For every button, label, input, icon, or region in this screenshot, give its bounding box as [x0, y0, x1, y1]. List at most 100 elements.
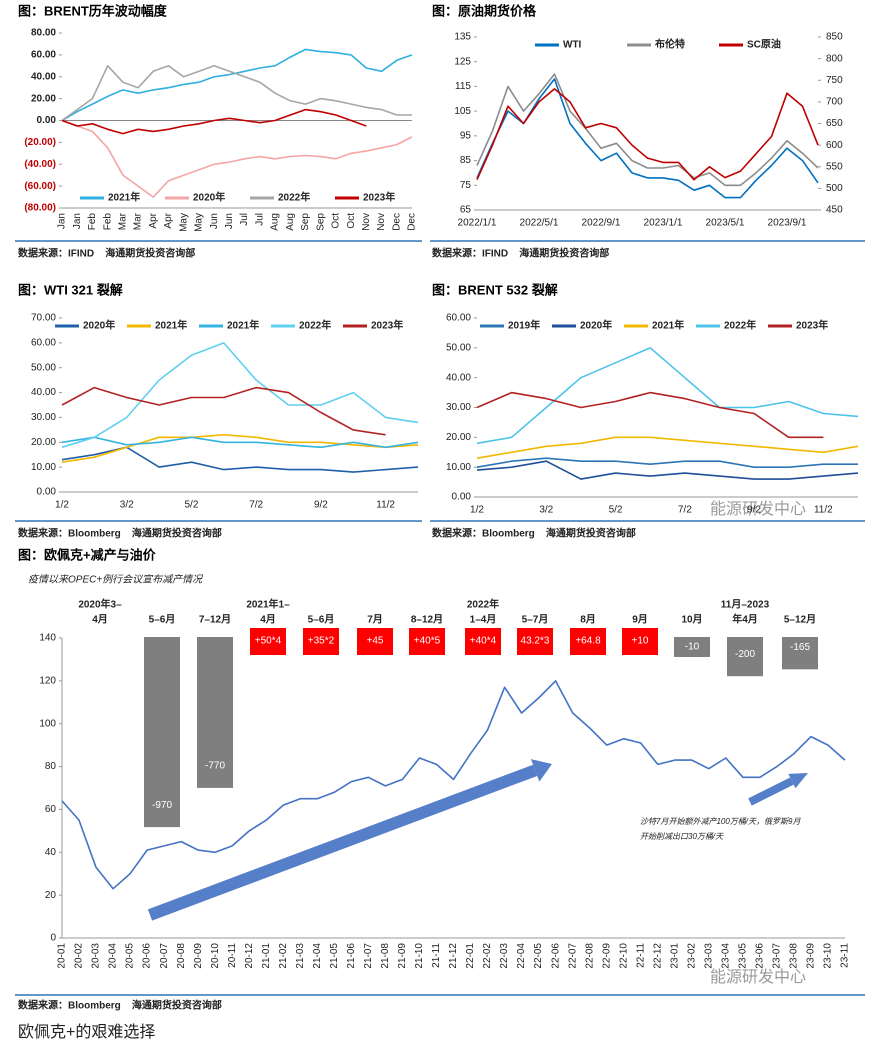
trend-arrow-head: [530, 759, 552, 782]
x-tick-label: 2022/1/1: [458, 218, 497, 229]
cut-label: +45: [367, 636, 384, 647]
cut-label: +50*4: [255, 636, 282, 647]
x-tick-label: Dec: [391, 213, 402, 231]
cut-period: 5–7月: [522, 614, 549, 626]
x-tick-label: 9/2: [314, 500, 328, 511]
x-tick-label: 23-10: [823, 943, 834, 969]
y-tick-label: 40.00: [31, 387, 56, 398]
x-tick-label: Aug: [270, 213, 281, 231]
data-line: [476, 391, 824, 439]
cut-period: 11月–2023: [721, 599, 770, 611]
cut-box: [250, 628, 286, 655]
legend-label: 2022年: [724, 319, 756, 332]
y-tick-label: 60.00: [446, 313, 471, 324]
data-line: [61, 434, 419, 463]
y-tick-label: 20: [45, 890, 57, 901]
x-tick-label: 11/2: [814, 505, 833, 516]
cut-bar: [144, 637, 180, 828]
x-tick-label: 21-06: [346, 943, 357, 969]
data-line: [61, 342, 419, 449]
data-line: [476, 460, 859, 480]
y-tick-label: 50.00: [31, 362, 56, 373]
y-tick-label: 30.00: [31, 412, 56, 423]
cut-label: +35*2: [308, 636, 335, 647]
x-tick-label: 22-09: [601, 943, 612, 969]
x-tick-label: 20-08: [176, 943, 187, 969]
y-tick-label: 60.00: [31, 50, 56, 61]
x-tick-label: 22-01: [465, 943, 476, 969]
x-tick-label: 22-05: [533, 943, 544, 969]
chart-title: 图：欧佩克+减产与油价: [18, 547, 157, 562]
y-tick-label: 125: [454, 56, 471, 67]
x-tick-label: 20-11: [227, 943, 238, 968]
y-tick-label: 140: [39, 633, 56, 644]
data-line: [476, 78, 819, 199]
legend-label: 2021年: [155, 319, 187, 332]
x-tick-label: 21-10: [414, 943, 425, 969]
data-line: [61, 386, 386, 436]
y2-tick-label: 750: [826, 75, 843, 86]
y-tick-label: (60.00): [24, 181, 56, 192]
y-tick-label: (40.00): [24, 159, 56, 170]
y-tick-label: 80.00: [31, 28, 56, 39]
x-tick-label: 21-12: [448, 943, 459, 969]
x-tick-label: 7/2: [678, 505, 692, 516]
y2-tick-label: 550: [826, 161, 843, 172]
trend-arrow: [748, 777, 794, 806]
y2-tick-label: 500: [826, 183, 843, 194]
x-tick-label: 22-10: [618, 943, 629, 969]
cut-period: 5–6月: [149, 614, 176, 626]
x-tick-label: Nov: [361, 213, 372, 231]
cut-period: 5–6月: [308, 614, 335, 626]
legend-label: 2020年: [83, 319, 115, 332]
cut-bar: [727, 637, 763, 677]
y-tick-label: 0: [50, 933, 56, 944]
y2-tick-label: 600: [826, 140, 843, 151]
y-tick-label: 0.00: [37, 487, 57, 498]
x-tick-label: Feb: [87, 213, 98, 231]
x-tick-label: 5/2: [609, 505, 623, 516]
x-tick-label: Sep: [315, 213, 326, 231]
y-tick-label: 40: [45, 847, 57, 858]
x-tick-label: Jan: [57, 213, 68, 229]
cut-period: 4月: [260, 614, 276, 626]
x-tick-label: 2022/9/1: [582, 218, 621, 229]
cut-label: +40*5: [414, 636, 441, 647]
y-tick-label: 10.00: [446, 462, 471, 473]
x-tick-label: 22-04: [516, 943, 527, 969]
x-tick-label: 1/2: [470, 505, 484, 516]
cut-label: +10: [632, 636, 649, 647]
chart-title: 图：BRENT历年波动幅度: [18, 3, 168, 18]
trend-arrow-head: [788, 773, 808, 789]
y-tick-label: (20.00): [24, 137, 56, 148]
x-tick-label: 21-04: [312, 943, 323, 969]
data-line: [476, 73, 819, 187]
y-tick-label: 80: [45, 761, 57, 772]
y-tick-label: 65: [460, 205, 472, 216]
x-tick-label: 2023/5/1: [706, 218, 745, 229]
watermark: 能源研发中心: [710, 968, 806, 986]
legend-label: 2021年: [652, 319, 684, 332]
x-tick-label: 22-02: [482, 943, 493, 969]
y-tick-label: 135: [454, 32, 471, 43]
x-tick-label: 21-01: [261, 943, 272, 969]
legend-label: 2022年: [299, 319, 331, 332]
legend-label: 布伦特: [655, 38, 685, 51]
x-tick-label: Jun: [224, 213, 235, 229]
source: 数据来源：Bloomberg 海通期货投资咨询部: [18, 999, 222, 1012]
data-line: [476, 436, 859, 459]
x-tick-label: 23-08: [789, 943, 800, 969]
y-tick-label: 60.00: [31, 337, 56, 348]
cut-label: +40*4: [470, 636, 497, 647]
cut-label: 43.2*3: [521, 636, 550, 647]
legend-label: 2023年: [371, 319, 403, 332]
y2-tick-label: 800: [826, 53, 843, 64]
x-tick-label: 22-08: [584, 943, 595, 969]
cut-box: [357, 628, 393, 655]
cut-box: [465, 628, 501, 655]
cut-bar: [197, 637, 233, 788]
x-tick-label: 22-11: [635, 943, 646, 968]
cut-period: 1–4月: [470, 614, 497, 626]
cut-period: 4月: [92, 614, 108, 626]
y-tick-label: 95: [460, 130, 472, 141]
